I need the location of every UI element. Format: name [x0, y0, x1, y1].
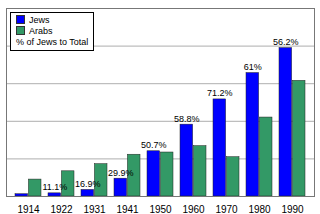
- svg-text:1970: 1970: [215, 204, 238, 214]
- svg-text:71.2%: 71.2%: [207, 88, 233, 98]
- svg-text:1990: 1990: [281, 204, 304, 214]
- svg-text:1931: 1931: [83, 204, 106, 214]
- svg-text:50.7%: 50.7%: [141, 140, 167, 150]
- svg-text:16.9%: 16.9%: [75, 179, 101, 189]
- html-text:% of Jews to Total: % of Jews to Total: [16, 37, 89, 47]
- svg-text:1980: 1980: [248, 204, 271, 214]
- svg-text:56.2%: 56.2%: [273, 37, 299, 47]
- svg-text:58.8%: 58.8%: [174, 114, 200, 124]
- svg-text:61%: 61%: [244, 62, 262, 72]
- svg-text:1941: 1941: [116, 204, 139, 214]
- html-text:Arabs: Arabs: [29, 26, 53, 36]
- svg-text:1950: 1950: [149, 204, 172, 214]
- svg-text:11.1%: 11.1%: [42, 182, 67, 192]
- svg-text:1922: 1922: [50, 204, 73, 214]
- svg-text:1914: 1914: [17, 204, 40, 214]
- svg-text:29.9%: 29.9%: [108, 168, 134, 178]
- svg-text:1960: 1960: [182, 204, 205, 214]
- html-text:Jews: Jews: [29, 15, 50, 25]
